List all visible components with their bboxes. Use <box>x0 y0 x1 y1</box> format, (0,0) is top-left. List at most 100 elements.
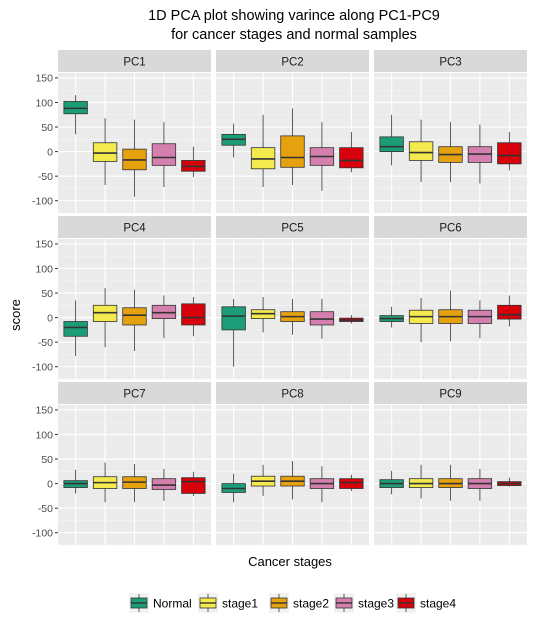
box-iqr <box>151 478 177 490</box>
box-stage2 <box>438 122 463 183</box>
box-normal <box>63 469 88 494</box>
box-normal <box>379 114 404 166</box>
box-normal <box>221 298 246 367</box>
chart-title: 1D PCA plot showing varince along PC1-PC… <box>148 8 440 24</box>
facet-panel-pc9: PC9 <box>374 382 527 546</box>
y-tick-label: -100 <box>32 528 53 540</box>
facet-panel-pc4: PC4 150 100 50 0 -50 -100 <box>32 216 211 380</box>
facet-strip-label: PC7 <box>123 389 145 401</box>
box-normal <box>221 123 246 158</box>
legend-label: stage2 <box>293 597 329 611</box>
box-iqr <box>339 478 364 489</box>
box-stage1 <box>250 296 276 333</box>
facet-panel-pc2: PC2 <box>216 50 369 214</box>
box-stage3 <box>151 468 177 501</box>
facet-strip <box>58 50 211 72</box>
facet-panels: PC1 150 100 50 0 -50 -100 PC2 PC3 PC4 150 100 50 0 -50… <box>32 50 527 546</box>
y-tick-label: -50 <box>38 503 53 515</box>
box-iqr <box>63 321 88 337</box>
y-tick-label: 50 <box>41 122 53 134</box>
facet-strip-label: PC4 <box>123 223 146 235</box>
facet-strip <box>374 382 527 404</box>
facet-strip <box>58 216 211 238</box>
legend-item-stage3: stage3 <box>334 593 394 613</box>
box-iqr <box>181 477 206 494</box>
facet-panel-pc1: PC1 150 100 50 0 -50 -100 <box>32 50 211 214</box>
box-stage4 <box>339 474 364 491</box>
box-normal <box>221 473 246 503</box>
box-iqr <box>379 136 404 152</box>
facet-panel-pc3: PC3 <box>374 50 527 214</box>
legend-item-stage1: stage1 <box>198 593 258 613</box>
legend-item-stage2: stage2 <box>269 593 329 613</box>
box-stage3 <box>467 124 493 184</box>
box-iqr <box>497 304 522 320</box>
box-stage3 <box>151 295 177 339</box>
facet-strip-label: PC1 <box>123 57 145 69</box>
box-stage1 <box>92 288 118 348</box>
legend-label: stage1 <box>222 597 258 611</box>
box-stage2 <box>438 290 463 342</box>
facet-strip-label: PC8 <box>281 389 303 401</box>
box-stage3 <box>309 122 335 191</box>
box-iqr <box>221 306 246 331</box>
box-stage2 <box>280 298 305 335</box>
facet-panel-pc5: PC5 <box>216 216 369 380</box>
box-iqr <box>280 135 305 168</box>
box-stage1 <box>408 119 434 183</box>
box-iqr <box>181 303 206 326</box>
facet-strip <box>216 50 369 72</box>
box-iqr <box>408 141 434 161</box>
box-stage4 <box>497 131 522 171</box>
box-stage4 <box>497 295 522 327</box>
facet-strip-label: PC2 <box>281 57 303 69</box>
box-stage4 <box>181 471 206 496</box>
y-tick-label: -100 <box>32 196 53 208</box>
box-stage3 <box>151 122 177 187</box>
y-tick-label: 150 <box>35 73 53 85</box>
legend-label: stage4 <box>420 597 456 611</box>
x-axis-title: Cancer stages <box>248 554 332 569</box>
legend-label: Normal <box>153 597 192 611</box>
facet-strip <box>216 216 369 238</box>
facet-strip-label: PC6 <box>439 223 461 235</box>
box-stage3 <box>309 298 335 339</box>
y-tick-label: 150 <box>35 405 53 417</box>
box-stage1 <box>92 118 118 185</box>
box-stage4 <box>339 131 364 173</box>
box-stage2 <box>122 463 147 503</box>
y-tick-label: 150 <box>35 239 53 251</box>
box-iqr <box>151 143 177 166</box>
legend-label: stage3 <box>358 597 394 611</box>
facet-panel-pc6: PC6 <box>374 216 527 380</box>
y-tick-label: -50 <box>38 171 53 183</box>
y-axis-title: score <box>8 299 23 331</box>
facet-strip-label: PC9 <box>439 389 461 401</box>
box-stage2 <box>280 108 305 185</box>
facet-strip <box>58 382 211 404</box>
facet-strip-label: PC3 <box>439 57 461 69</box>
box-stage4 <box>181 146 206 178</box>
box-normal <box>379 306 404 328</box>
y-tick-label: -50 <box>38 337 53 349</box>
facet-strip <box>374 216 527 238</box>
box-iqr <box>122 307 147 326</box>
facet-panel-pc8: PC8 <box>216 382 369 546</box>
facet-strip <box>216 382 369 404</box>
box-iqr <box>92 142 118 162</box>
chart-subtitle: for cancer stages and normal samples <box>171 27 417 43</box>
y-tick-label: 50 <box>41 288 53 300</box>
box-iqr <box>497 142 522 165</box>
box-stage2 <box>122 119 147 197</box>
box-stage3 <box>467 468 493 501</box>
legend-item-normal: Normal <box>129 593 192 613</box>
y-tick-label: 100 <box>35 97 53 109</box>
box-stage4 <box>339 315 364 324</box>
box-stage4 <box>181 296 206 337</box>
box-stage3 <box>309 466 335 503</box>
box-stage3 <box>467 300 493 339</box>
legend: Normal stage1 stage2 stage3 stage4 <box>129 593 456 613</box>
y-tick-label: 100 <box>35 429 53 441</box>
box-normal <box>63 95 88 135</box>
